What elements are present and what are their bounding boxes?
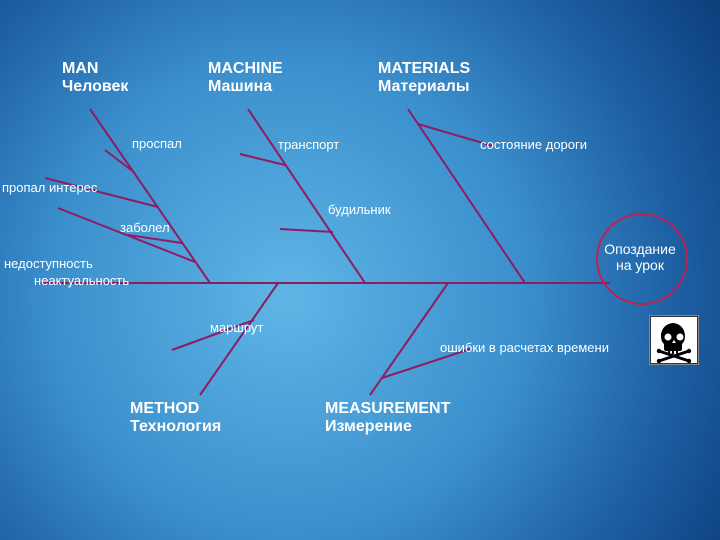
- sub-road-condition: состояние дороги: [480, 137, 587, 152]
- sub-transport: транспорт: [278, 137, 339, 152]
- cat-measurement-ru: Измерение: [325, 418, 412, 435]
- cat-man: MAN Человек: [62, 60, 128, 96]
- cat-machine: MACHINE Машина: [208, 60, 283, 96]
- cat-man-en: MAN: [62, 60, 98, 77]
- sub-route: маршрут: [210, 320, 263, 335]
- effect-line2: на урок: [616, 257, 664, 273]
- cat-measurement: MEASUREMENT Измерение: [325, 400, 450, 436]
- cat-machine-ru: Машина: [208, 78, 272, 95]
- cat-method-en: METHOD: [130, 400, 199, 417]
- cat-man-ru: Человек: [62, 78, 128, 95]
- sub-got-sick: заболел: [120, 220, 170, 235]
- sub-overslept: проспал: [132, 136, 182, 151]
- cat-method-ru: Технология: [130, 418, 221, 435]
- sub-time-calc-errors: ошибки в расчетах времени: [440, 340, 609, 355]
- sub-irrelevance: неактуальность: [34, 273, 129, 288]
- fishbone-diagram: { "diagram": { "type": "fishbone", "back…: [0, 0, 720, 540]
- cat-materials-ru: Материалы: [378, 78, 470, 95]
- cat-method: METHOD Технология: [130, 400, 221, 436]
- cat-materials: MATERIALS Материалы: [378, 60, 470, 96]
- cat-measurement-en: MEASUREMENT: [325, 400, 450, 417]
- cat-materials-en: MATERIALS: [378, 60, 470, 77]
- sub-unavailability: недоступность: [4, 256, 93, 271]
- sub-lost-interest: пропал интерес: [2, 180, 97, 195]
- skull-icon: [650, 316, 698, 364]
- effect-label: Опоздание на урок: [595, 241, 685, 273]
- effect-line1: Опоздание: [604, 241, 676, 257]
- cat-machine-en: MACHINE: [208, 60, 283, 77]
- sub-alarm-clock: будильник: [328, 202, 391, 217]
